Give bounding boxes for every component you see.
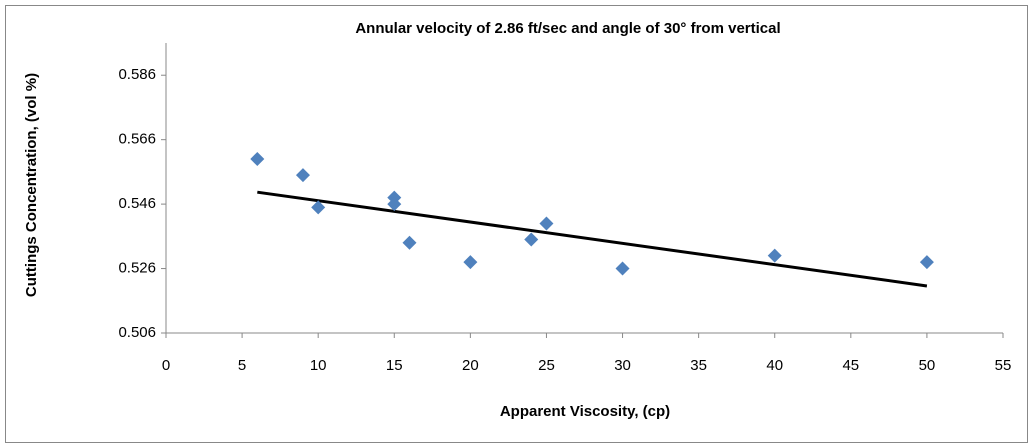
point bbox=[767, 248, 782, 263]
y-tick-label: 0.526 bbox=[118, 260, 156, 277]
x-tick-label: 5 bbox=[238, 357, 246, 374]
y-axis-title: Cuttings Concentration, (vol %) bbox=[23, 73, 40, 297]
point bbox=[402, 235, 417, 250]
point bbox=[387, 197, 402, 212]
point bbox=[250, 152, 265, 166]
chart-title: Annular velocity of 2.86 ft/sec and angl… bbox=[355, 20, 780, 37]
y-tick-label: 0.566 bbox=[118, 131, 156, 148]
x-tick-label: 55 bbox=[995, 357, 1012, 374]
point bbox=[524, 232, 539, 247]
x-tick-label: 35 bbox=[690, 357, 707, 374]
x-tick-label: 50 bbox=[919, 357, 936, 374]
x-tick-label: 40 bbox=[766, 357, 783, 374]
x-tick-label: 10 bbox=[310, 357, 327, 374]
x-tick-label: 30 bbox=[614, 357, 631, 374]
point bbox=[615, 261, 630, 276]
x-tick-label: 20 bbox=[462, 357, 479, 374]
trendline bbox=[257, 190, 928, 288]
point bbox=[539, 216, 554, 231]
y-tick-label: 0.546 bbox=[118, 195, 156, 212]
chart-border bbox=[5, 5, 1028, 443]
point bbox=[919, 255, 934, 270]
x-tick-label: 15 bbox=[386, 357, 403, 374]
point bbox=[295, 168, 310, 183]
y-tick-label: 0.506 bbox=[118, 324, 156, 341]
y-tick-label: 0.586 bbox=[118, 66, 156, 83]
point bbox=[463, 255, 478, 270]
x-tick-label: 25 bbox=[538, 357, 555, 374]
x-axis-title: Apparent Viscosity, (cp) bbox=[500, 403, 670, 420]
x-tick-label: 45 bbox=[842, 357, 859, 374]
x-tick-label: 0 bbox=[162, 357, 170, 374]
point bbox=[311, 200, 326, 215]
